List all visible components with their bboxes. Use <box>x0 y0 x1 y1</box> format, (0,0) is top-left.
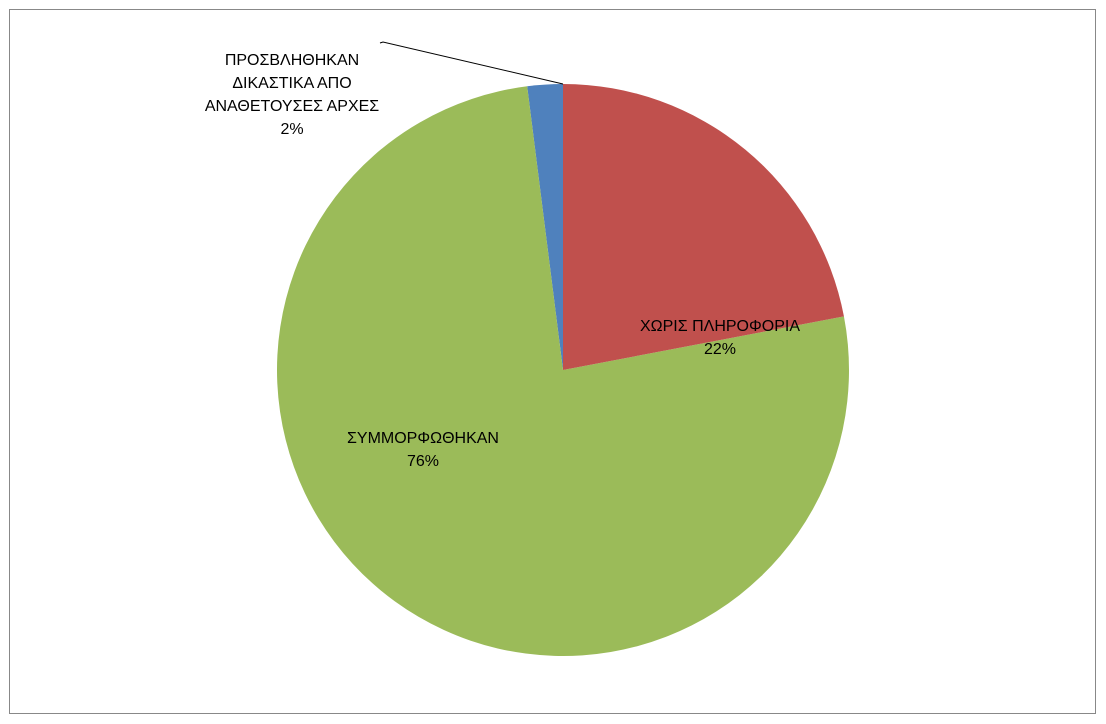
category-label: ΣΥΜΜΟΡΦΩΘΗΚΑΝ <box>347 430 499 447</box>
slice-label: ΠΡΟΣΒΛΗΘΗΚΑΝ ΔΙΚΑΣΤΙΚΑ ΑΠΟ ΑΝΑΘΕΤΟΥΣΕΣ Α… <box>202 49 382 141</box>
pie-slice <box>527 84 563 370</box>
category-label: ΠΡΟΣΒΛΗΘΗΚΑΝ ΔΙΚΑΣΤΙΚΑ ΑΠΟ ΑΝΑΘΕΤΟΥΣΕΣ Α… <box>204 52 380 115</box>
value-label: 76% <box>406 453 440 470</box>
pie-slice <box>563 84 844 370</box>
value-label: 22% <box>703 341 737 358</box>
leader-line <box>379 41 564 85</box>
slice-label: ΣΥΜΜΟΡΦΩΘΗΚΑΝ 76% <box>293 427 553 473</box>
value-label: 2% <box>280 121 304 138</box>
slice-label: ΧΩΡΙΣ ΠΛΗΡΟΦΟΡΙΑ 22% <box>590 315 850 361</box>
category-label: ΧΩΡΙΣ ΠΛΗΡΟΦΟΡΙΑ <box>640 318 800 335</box>
pie-slice <box>276 86 850 657</box>
chart-frame <box>9 9 1096 714</box>
